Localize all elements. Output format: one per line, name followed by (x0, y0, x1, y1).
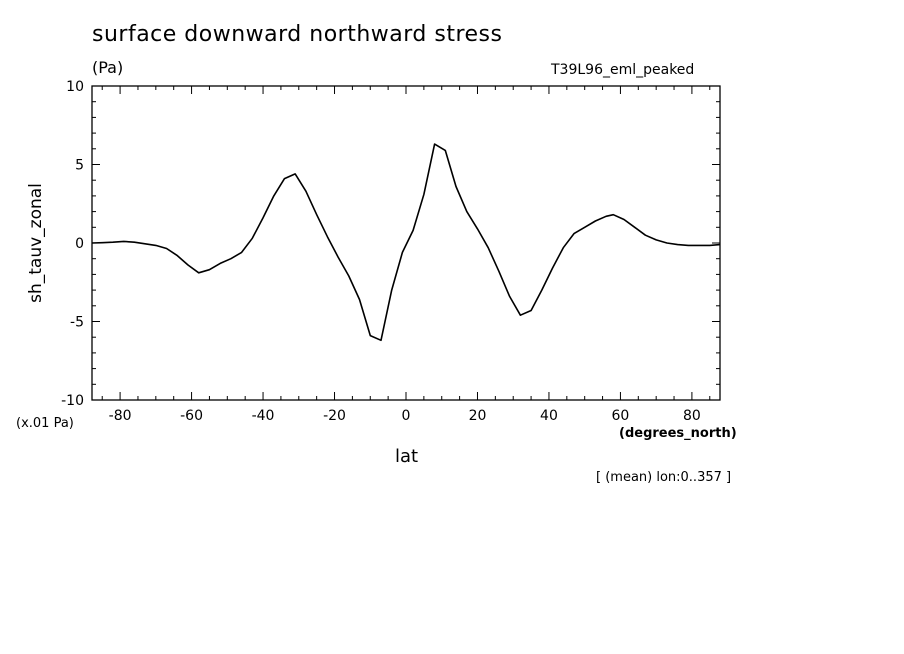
run-label: T39L96_eml_peaked (551, 62, 695, 78)
y-scale-note: (x.01 Pa) (16, 416, 74, 431)
x-tick-label: -80 (109, 408, 132, 424)
plot-frame (91, 85, 721, 401)
x-tick-label: -40 (252, 408, 275, 424)
y-tick-label: 10 (66, 79, 84, 95)
chart-title: surface downward northward stress (92, 22, 503, 47)
x-tick-label: 80 (683, 408, 701, 424)
y-tick-label: 5 (75, 158, 84, 174)
x-tick-label: 20 (469, 408, 487, 424)
x-tick-label: 0 (402, 408, 411, 424)
series-line (91, 143, 721, 342)
chart-units-label: (Pa) (92, 58, 124, 77)
y-tick-label: -10 (61, 393, 84, 409)
x-tick-label: -20 (323, 408, 346, 424)
x-tick-label: 40 (540, 408, 558, 424)
y-tick-label: -5 (70, 315, 84, 331)
footnote: [ (mean) lon:0..357 ] (596, 470, 732, 485)
y-tick-label: 0 (75, 236, 84, 252)
x-tick-label: -60 (180, 408, 203, 424)
x-axis-units: (degrees_north) (619, 426, 737, 441)
x-axis-label: lat (395, 446, 419, 467)
x-tick-label: 60 (612, 408, 630, 424)
